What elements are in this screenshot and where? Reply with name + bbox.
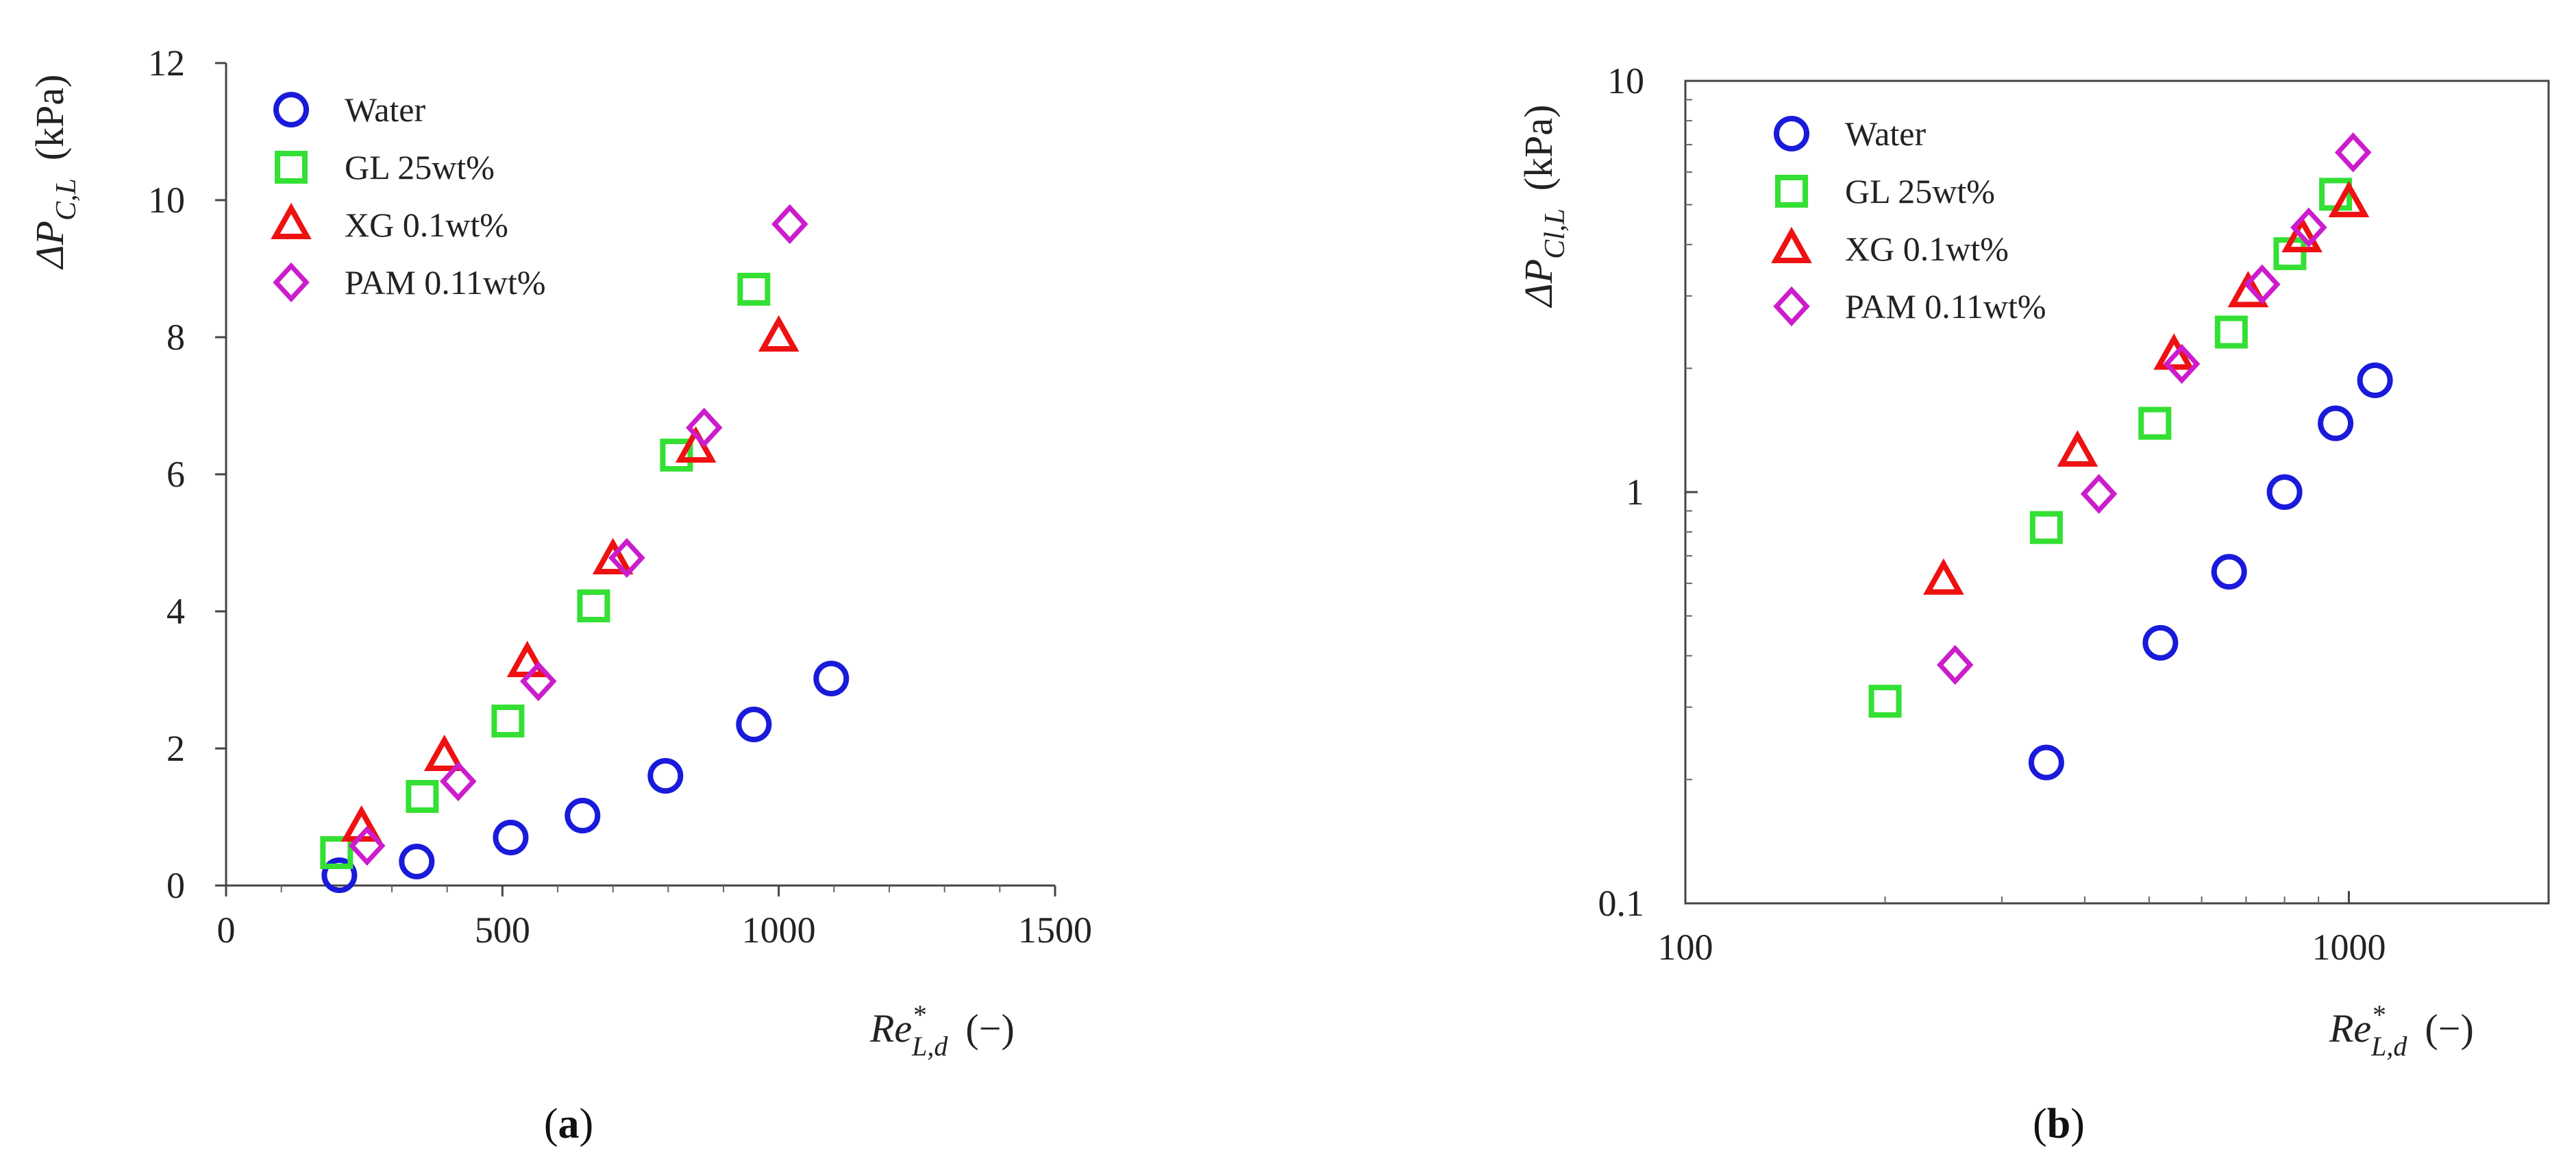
- y-tick-label: 1: [1626, 472, 1644, 513]
- data-point-diamond: [348, 825, 386, 866]
- data-point-circle: [2318, 405, 2354, 441]
- data-point-circle: [2357, 362, 2393, 398]
- data-point-circle: [647, 758, 684, 794]
- data-point-diamond: [2244, 264, 2281, 305]
- legend-marker-triangle: [271, 202, 312, 239]
- data-point-triangle: [2281, 215, 2323, 253]
- y-tick-label: 10: [1607, 60, 1644, 101]
- data-point-diamond: [2163, 343, 2201, 384]
- data-point-square: [737, 273, 771, 306]
- y-tick-label: 0.1: [1598, 883, 1645, 924]
- data-point-circle: [2142, 624, 2179, 661]
- data-point-circle: [493, 820, 529, 855]
- chart-panel-a: 0 500 1000 1500 0 2 4 6 8 10 12 Re* L,d (−) ΔPC,L(kPa)…: [27, 42, 1092, 1147]
- data-point-square: [2029, 511, 2063, 544]
- data-point-triangle: [758, 315, 800, 352]
- y-tick-label: 0: [166, 865, 185, 906]
- x-tick-label: 500: [475, 909, 530, 951]
- data-point-triangle: [1923, 558, 1964, 595]
- legend-label: PAM 0.11wt%: [1845, 287, 2046, 326]
- data-point-circle: [399, 844, 435, 879]
- legend-label: GL 25wt%: [345, 148, 495, 186]
- x-tick-label: 1000: [2312, 927, 2386, 968]
- data-point-square: [406, 780, 439, 813]
- panel-label: (a): [544, 1101, 593, 1147]
- legend-marker-circle: [273, 92, 309, 127]
- legend-marker-circle: [1774, 116, 1809, 151]
- data-point-square: [1868, 685, 1902, 718]
- data-point-circle: [2028, 744, 2064, 781]
- data-point-triangle: [2227, 271, 2269, 308]
- y-axis-title: ΔPCl,L(kPa): [1516, 105, 1571, 308]
- plot-frame: [1684, 80, 2550, 905]
- legend-label: PAM 0.11wt%: [345, 263, 546, 302]
- legend-label: XG 0.1wt%: [1845, 230, 2009, 268]
- data-point-triangle: [506, 640, 548, 677]
- data-point-circle: [736, 707, 772, 742]
- chart-panel-b: 100 1000 0.1 1 10 Re* L,d (−) ΔPCl,L(kPa) Water GL…: [1516, 60, 2550, 1147]
- data-point-diamond: [520, 661, 557, 702]
- legend-label: XG 0.1wt%: [345, 206, 508, 244]
- data-point-circle: [565, 798, 601, 833]
- data-point-circle: [2266, 474, 2303, 510]
- y-tick-label: 4: [166, 591, 185, 632]
- data-point-triangle: [2153, 333, 2195, 370]
- x-tick-label: 0: [217, 909, 236, 951]
- data-point-circle: [2211, 554, 2247, 590]
- data-point-square: [491, 705, 525, 737]
- legend-label: Water: [345, 90, 425, 129]
- x-tick-label: 1000: [742, 909, 816, 951]
- data-point-square: [577, 589, 610, 622]
- data-point-triangle: [423, 734, 465, 771]
- x-axis-title: Re* L,d (−): [869, 999, 1015, 1062]
- data-point-diamond: [771, 204, 808, 245]
- x-axis-title: Re* L,d (−): [2329, 999, 2474, 1062]
- data-point-diamond: [2290, 207, 2327, 248]
- data-point-triangle: [340, 805, 382, 842]
- y-tick-label: 10: [148, 180, 185, 221]
- data-point-square: [2138, 406, 2172, 440]
- data-point-triangle: [2328, 180, 2370, 218]
- data-point-square: [660, 439, 693, 472]
- y-tick-label: 12: [148, 42, 185, 84]
- data-point-square: [2214, 315, 2248, 349]
- legend-marker-square: [1775, 175, 1808, 208]
- data-point-triangle: [592, 537, 634, 574]
- panel-label: (b): [2033, 1101, 2085, 1147]
- data-point-circle: [321, 857, 358, 893]
- legend-marker-diamond: [273, 262, 310, 303]
- data-point-diamond: [440, 761, 477, 802]
- legend-marker-triangle: [1771, 226, 1812, 263]
- y-tick-label: 8: [166, 317, 185, 358]
- legend-label: Water: [1845, 114, 1926, 153]
- data-point-diamond: [2080, 474, 2118, 514]
- y-axis-title: ΔPC,L(kPa): [27, 75, 82, 270]
- legend-marker-square: [275, 151, 308, 184]
- y-tick-label: 2: [166, 728, 185, 769]
- data-point-diamond: [686, 407, 723, 448]
- data-point-diamond: [1936, 644, 1974, 685]
- x-tick-label: 1500: [1018, 909, 1092, 951]
- y-tick-label: 6: [166, 454, 185, 495]
- data-point-triangle: [2057, 430, 2098, 467]
- x-tick-label: 100: [1658, 927, 1713, 968]
- legend-marker-diamond: [1773, 286, 1810, 327]
- legend-label: GL 25wt%: [1845, 172, 1995, 210]
- data-point-square: [320, 836, 354, 869]
- data-point-diamond: [2334, 132, 2372, 173]
- data-point-diamond: [608, 537, 645, 578]
- data-point-circle: [813, 661, 850, 696]
